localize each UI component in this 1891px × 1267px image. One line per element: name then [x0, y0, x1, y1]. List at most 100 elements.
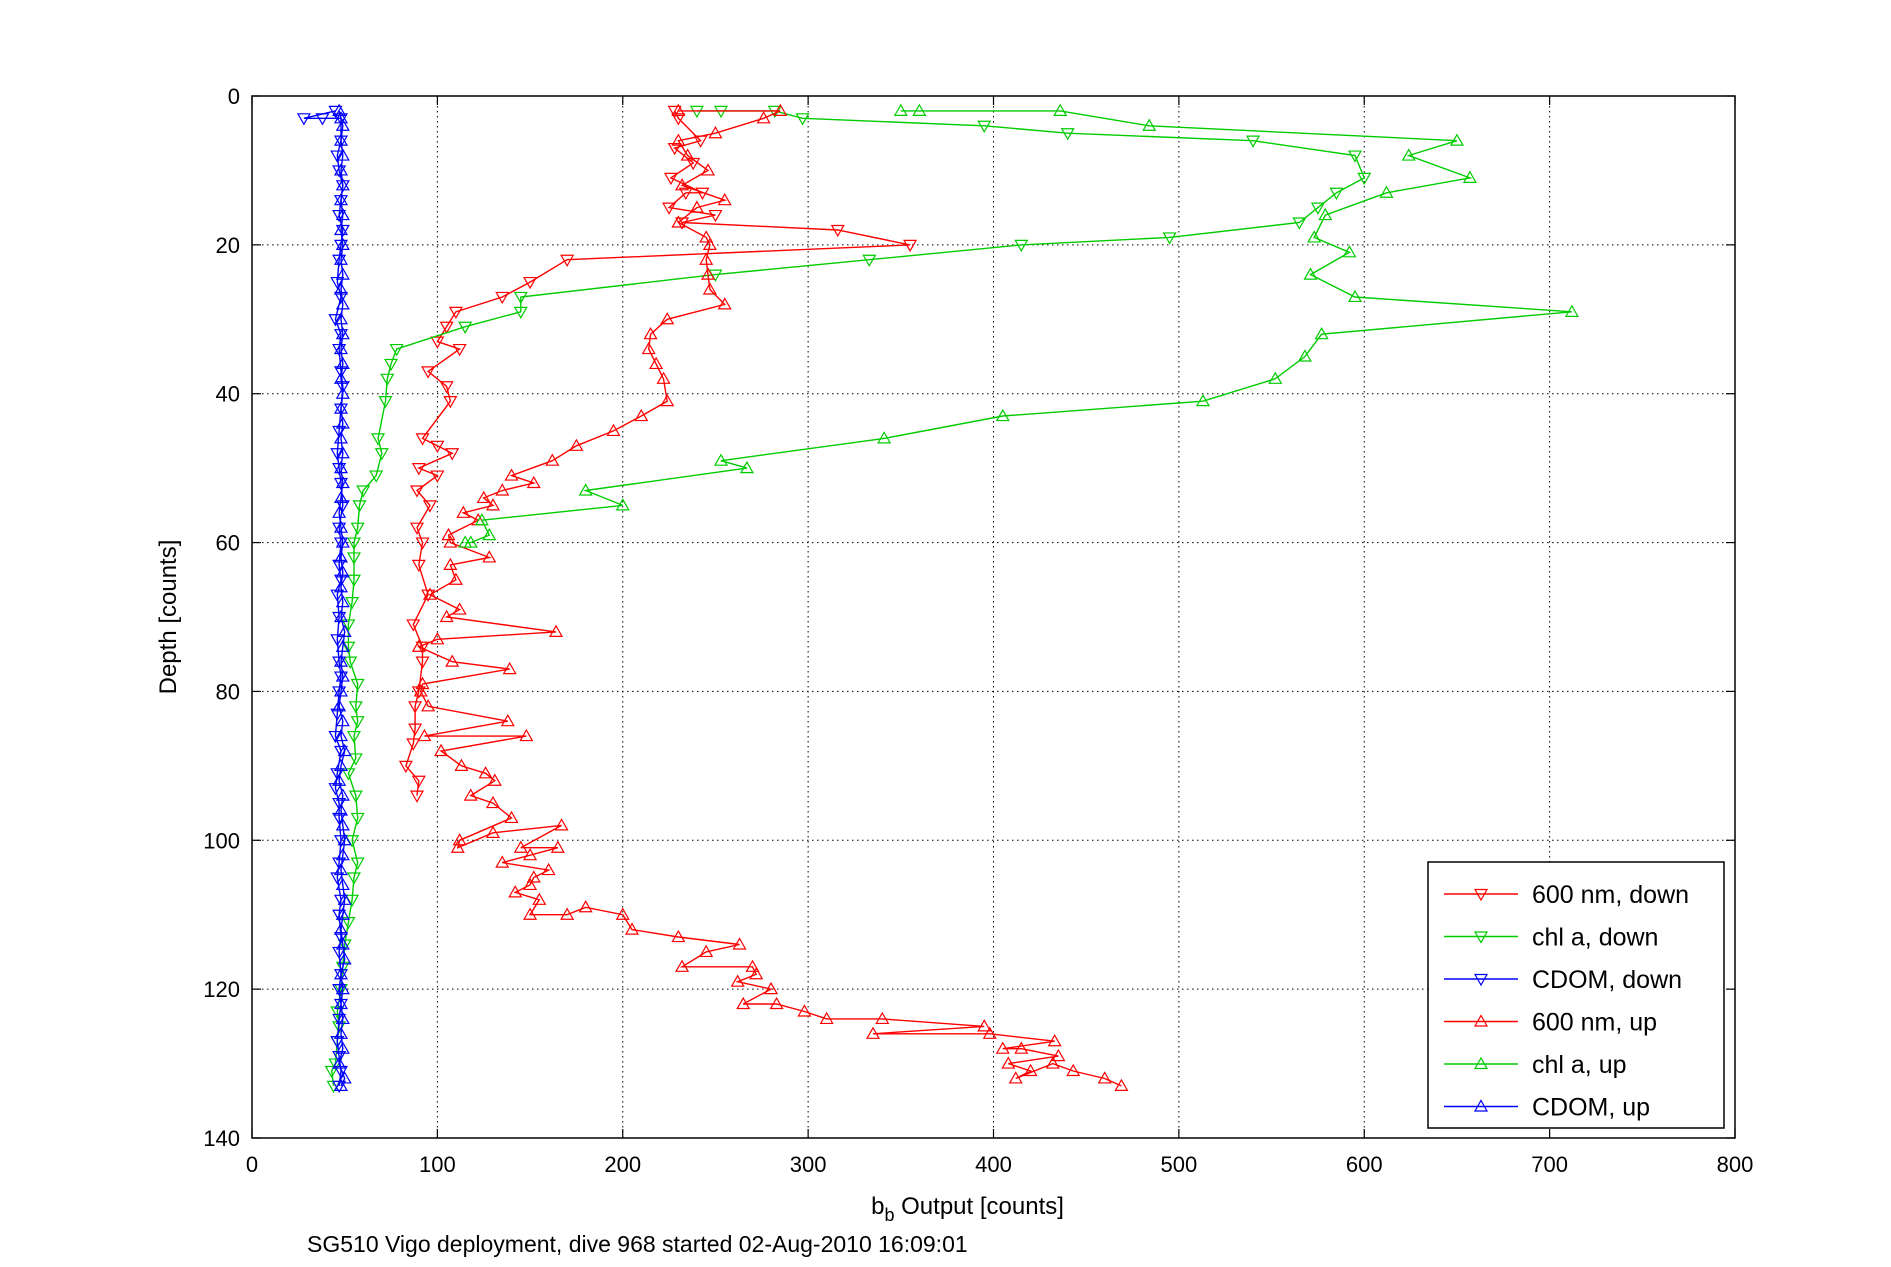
data-point-600-nm-up — [797, 1004, 812, 1017]
data-point-chl-a-up — [912, 103, 927, 116]
data-point-chl-a-down — [350, 812, 365, 826]
data-point-600-nm-up — [550, 840, 565, 853]
data-point-600-nm-up — [545, 453, 560, 466]
data-point-chl-a-up — [1401, 148, 1416, 161]
data-point-cdom-up — [335, 1041, 350, 1054]
data-point-cdom-up — [335, 847, 350, 861]
series-layer — [296, 103, 1579, 1094]
data-point-cdom-up — [335, 446, 350, 459]
data-point-600-nm-up — [1045, 1056, 1060, 1069]
data-point-chl-a-down — [1245, 135, 1261, 148]
data-point-cdom-up — [333, 163, 349, 176]
data-point-cdom-up — [333, 490, 349, 504]
data-point-cdom-up — [333, 520, 349, 533]
data-point-600-nm-down — [662, 202, 677, 215]
data-point-600-nm-up — [443, 557, 458, 570]
data-point-cdom-down — [332, 343, 347, 357]
chart-caption: SG510 Vigo deployment, dive 968 started … — [307, 1231, 968, 1257]
data-point-600-nm-up — [439, 609, 454, 623]
data-point-600-nm-down — [663, 172, 678, 186]
data-point-600-nm-down — [560, 254, 575, 267]
data-point-chl-a-up — [474, 513, 489, 526]
data-point-600-nm-up — [671, 133, 686, 146]
data-point-cdom-up — [337, 624, 352, 637]
data-point-600-nm-up — [526, 870, 541, 883]
data-point-600-nm-up — [756, 111, 771, 124]
data-point-cdom-up — [333, 192, 349, 206]
data-point-600-nm-down — [411, 559, 426, 573]
data-point-cdom-up — [333, 609, 349, 623]
data-point-600-nm-up — [450, 840, 465, 853]
data-point-600-nm-up — [523, 877, 538, 891]
data-point-600-nm-up — [675, 178, 690, 191]
data-point-600-nm-up — [1008, 1071, 1023, 1084]
legend-label-600-nm-down: 600 nm, down — [1532, 881, 1689, 909]
data-point-600-nm-down — [443, 396, 458, 409]
data-point-600-nm-down — [409, 485, 425, 498]
data-point-cdom-up — [335, 267, 350, 280]
data-point-cdom-up — [335, 594, 350, 608]
data-point-cdom-up — [333, 728, 349, 742]
data-point-cdom-down — [332, 1051, 347, 1064]
legend-label-chl-a-down: chl a, down — [1532, 924, 1658, 952]
data-point-600-nm-up — [702, 237, 717, 250]
data-point-cdom-up — [335, 386, 350, 399]
data-point-chl-a-down — [383, 358, 399, 372]
data-point-cdom-up — [335, 237, 350, 250]
data-point-cdom-up — [333, 550, 349, 563]
data-point-600-nm-up — [526, 475, 541, 489]
data-point-600-nm-down — [411, 775, 426, 788]
data-point-chl-a-down — [513, 306, 528, 320]
data-point-cdom-up — [333, 401, 349, 414]
data-point-cdom-down — [296, 113, 311, 126]
legend-label-600-nm-up: 600 nm, up — [1532, 1009, 1657, 1037]
data-point-chl-a-down — [458, 321, 473, 334]
data-point-600-nm-up — [749, 967, 764, 980]
data-point-600-nm-up — [717, 297, 732, 310]
data-point-cdom-up — [335, 565, 350, 578]
data-point-chl-a-down — [378, 396, 393, 409]
data-point-600-nm-down — [422, 500, 437, 513]
data-point-600-nm-up — [736, 996, 751, 1010]
series-line-chl-a-up — [465, 110, 1572, 544]
data-point-chl-a-down — [345, 597, 360, 610]
data-point-600-nm-up — [745, 959, 760, 972]
data-point-chl-a-down — [337, 939, 352, 952]
data-point-600-nm-up — [700, 163, 716, 176]
data-point-cdom-down — [335, 381, 350, 394]
data-point-chl-a-down — [348, 701, 363, 714]
data-point-chl-a-down — [862, 254, 877, 267]
data-point-cdom-up — [335, 639, 350, 652]
data-point-600-nm-down — [415, 433, 430, 446]
data-point-cdom-up — [335, 669, 350, 682]
data-point-chl-a-up — [1449, 133, 1464, 146]
data-point-600-nm-down — [495, 291, 510, 305]
data-point-cdom-up — [333, 922, 349, 935]
data-point-600-nm-down — [523, 276, 538, 290]
data-point-cdom-up — [332, 1056, 347, 1069]
data-point-chl-a-up — [1307, 230, 1322, 243]
data-point-chl-a-up — [1318, 207, 1333, 221]
data-point-600-nm-up — [708, 126, 723, 139]
data-point-cdom-up — [333, 996, 349, 1010]
data-point-cdom-up — [335, 907, 350, 920]
x-axis-label-subscript: b — [884, 1205, 894, 1225]
x-tick-label: 100 — [419, 1152, 456, 1177]
data-point-cdom-up — [337, 743, 352, 757]
data-point-600-nm-up — [504, 810, 519, 824]
data-point-600-nm-down — [408, 701, 423, 714]
x-tick-label: 600 — [1346, 1152, 1383, 1177]
data-point-600-nm-up — [875, 1011, 890, 1025]
data-point-chl-a-up — [893, 103, 908, 116]
data-point-cdom-down — [333, 329, 349, 342]
data-point-600-nm-down — [439, 381, 454, 394]
data-point-600-nm-up — [578, 900, 593, 913]
data-point-600-nm-up — [441, 527, 456, 541]
series-line-600-nm-up — [417, 110, 1122, 1087]
x-tick-label: 500 — [1161, 1152, 1198, 1177]
legend-marker-600-nm-down — [1473, 888, 1489, 902]
data-point-600-nm-up — [699, 252, 714, 265]
data-point-600-nm-up — [504, 468, 519, 481]
data-point-chl-a-down — [1060, 128, 1075, 141]
